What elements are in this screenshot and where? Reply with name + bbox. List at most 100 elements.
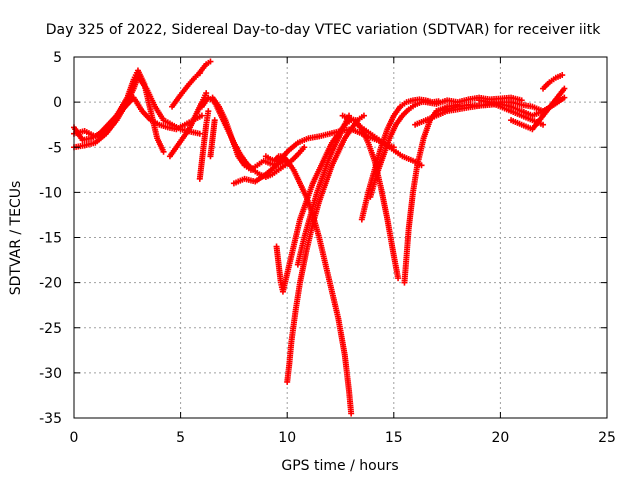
data-point [160, 148, 167, 155]
data-point-trail [378, 186, 391, 221]
y-axis-label: SDTVAR / TECUs [8, 181, 24, 296]
data-point-trail [90, 131, 101, 141]
data-point-trail [554, 72, 564, 80]
data-point-trail [288, 308, 299, 343]
data-point-trail [301, 213, 314, 239]
data-point-trail [286, 340, 295, 365]
data-point-trail [548, 76, 557, 84]
data-point-trail [285, 141, 300, 154]
data-series-track-24 [476, 97, 547, 128]
data-point-trail [106, 114, 119, 127]
data-point-trail [346, 389, 354, 415]
data-point-trail [140, 109, 153, 122]
data-point [207, 58, 214, 65]
data-point-trail [510, 109, 523, 118]
data-point-trail [196, 68, 204, 77]
x-tick-label: 0 [70, 430, 79, 446]
series-layer [71, 58, 568, 417]
data-point-trail [400, 107, 411, 118]
data-point [205, 108, 212, 115]
data-series-track-4 [166, 90, 210, 160]
data-point-trail [210, 96, 221, 108]
data-point-trail [520, 113, 534, 123]
data-point-trail [365, 168, 378, 194]
data-point-trail [183, 118, 195, 127]
data-point-trail [284, 245, 297, 275]
y-tick-label: -5 [48, 140, 62, 156]
x-tick-label: 15 [385, 430, 403, 446]
data-series-track-25 [508, 85, 568, 133]
data-point-trail [343, 128, 353, 140]
data-point-trail [488, 100, 502, 109]
data-point-trail [115, 105, 127, 118]
data-point-trail [310, 168, 322, 185]
data-point-trail [342, 353, 352, 392]
data-point [540, 121, 547, 128]
data-point-trail [541, 80, 551, 91]
data-point-trail [291, 218, 303, 248]
data-point-trail [285, 159, 296, 172]
data-point-trail [407, 103, 416, 111]
data-point-trail [200, 96, 211, 108]
data-point-trail [296, 146, 306, 156]
data-point-trail [295, 236, 307, 266]
data-series-track-10 [209, 94, 289, 173]
data-point-trail [499, 104, 512, 114]
data-point-trail [293, 281, 303, 311]
x-tick-label: 5 [176, 430, 185, 446]
data-point-trail [375, 136, 385, 145]
data-point-trail [510, 118, 523, 127]
data-point-trail [412, 96, 421, 104]
data-point-trail [297, 250, 309, 284]
data-point-trail [335, 317, 348, 356]
chart-title: Day 325 of 2022, Sidereal Day-to-day VTE… [46, 22, 601, 38]
data-point-trail [323, 263, 335, 293]
data-point-trail [187, 75, 197, 86]
data-point-trail [385, 114, 396, 131]
tick-layer [73, 56, 608, 419]
x-tick-label: 20 [491, 430, 509, 446]
data-series-track-14 [284, 112, 367, 385]
data-point-trail [291, 168, 303, 185]
data-series-track-13 [273, 117, 355, 295]
data-series-track-19 [367, 98, 431, 200]
data-point-trail [359, 128, 371, 144]
data-point-trail [401, 254, 410, 284]
data-point-trail [271, 168, 280, 176]
data-point-trail [391, 254, 401, 280]
y-tick-label: -35 [39, 411, 62, 427]
data-point-trail [399, 100, 408, 109]
data-point-trail [149, 118, 161, 127]
y-tick-label: 0 [53, 95, 62, 111]
data-point-trail [98, 123, 110, 136]
data-point-trail [262, 158, 272, 166]
data-point-trail [327, 141, 339, 158]
data-point-trail [303, 223, 316, 252]
data-point-trail [153, 105, 166, 122]
data-point-trail [296, 136, 310, 145]
y-tick-label: -25 [39, 321, 62, 337]
y-tick-label: -30 [39, 366, 62, 382]
data-point-trail [336, 137, 347, 153]
data-point-trail [253, 172, 268, 184]
data-point-trail [359, 191, 371, 221]
data-point-trail [510, 104, 523, 114]
data-point [196, 130, 203, 137]
data-point-trail [290, 153, 300, 163]
data-point-trail [401, 154, 410, 162]
data-point-trail [316, 236, 329, 266]
x-axis-label: GPS time / hours [281, 458, 398, 474]
data-point-trail [367, 173, 380, 198]
data-point-trail [238, 153, 249, 165]
data-point-trail [329, 290, 341, 320]
data-point-trail [414, 118, 427, 127]
data-point-trail [552, 95, 566, 107]
data-point-trail [250, 163, 259, 172]
data-point-trail [155, 137, 166, 153]
data-point-trail [94, 132, 108, 145]
data-point-trail [256, 159, 265, 167]
data-point-trail [252, 168, 261, 176]
y-tick-label: -20 [39, 276, 62, 292]
data-point [360, 112, 367, 119]
